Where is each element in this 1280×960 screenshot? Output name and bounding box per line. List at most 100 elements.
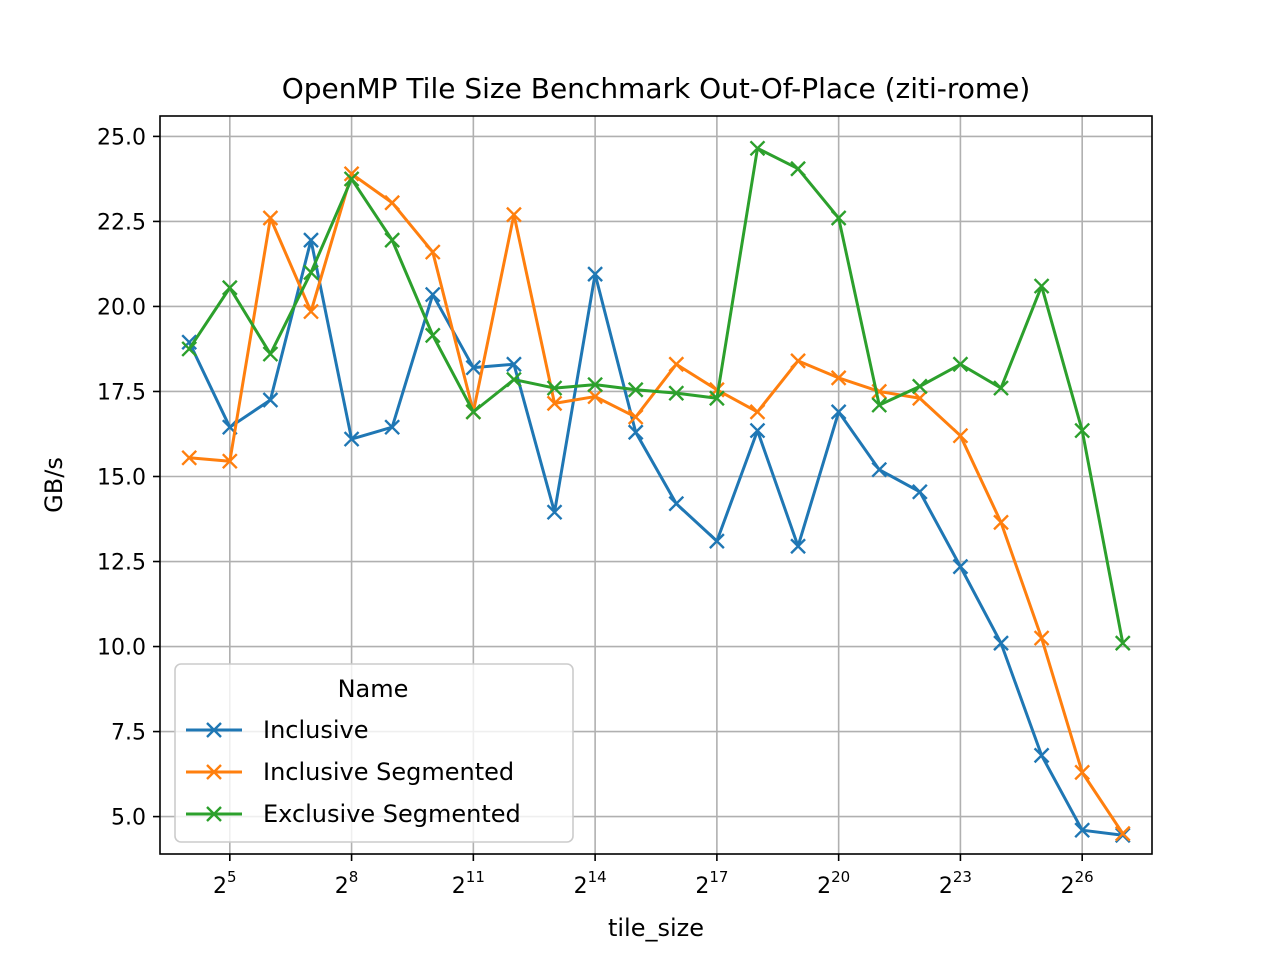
data-point-marker xyxy=(384,194,401,211)
data-point-marker xyxy=(262,210,279,226)
data-point-marker xyxy=(830,210,847,226)
series-inclusive xyxy=(181,232,1131,844)
legend-title: Name xyxy=(338,675,409,703)
x-tick-label: 217 xyxy=(695,868,728,899)
data-point-marker xyxy=(303,232,319,248)
data-point-marker xyxy=(952,427,969,444)
data-point-marker xyxy=(546,504,563,521)
data-point-marker xyxy=(1074,822,1091,839)
data-point-marker xyxy=(749,422,766,439)
data-point-marker xyxy=(181,449,198,466)
data-point-marker xyxy=(627,409,644,425)
data-point-marker xyxy=(952,558,969,575)
data-point-marker xyxy=(262,392,279,408)
plot-frame xyxy=(159,115,1153,855)
data-point-marker xyxy=(871,461,888,478)
data-point-marker xyxy=(830,404,847,420)
data-point-marker xyxy=(709,533,725,549)
data-point-marker xyxy=(181,334,198,351)
data-point-marker xyxy=(424,286,441,303)
data-point-marker xyxy=(993,514,1009,531)
data-point-marker xyxy=(1114,635,1131,651)
data-point-marker xyxy=(221,279,238,296)
y-tick-label: 17.5 xyxy=(97,380,146,405)
data-point-marker xyxy=(343,171,360,187)
x-tick-base: 2 xyxy=(695,874,709,899)
x-tick-label: 220 xyxy=(817,868,850,899)
data-point-marker xyxy=(465,359,482,376)
data-point-marker xyxy=(749,140,766,157)
data-point-marker xyxy=(343,165,360,182)
data-point-marker xyxy=(790,160,806,177)
series-line-inclusive xyxy=(187,238,1123,837)
x-tick-base: 2 xyxy=(939,874,953,899)
legend: Name Inclusive Inclusive Segmented Exclusi… xyxy=(174,663,574,843)
data-point-marker xyxy=(709,390,725,407)
data-point-marker xyxy=(424,244,441,260)
y-axis-label: GB/s xyxy=(40,457,68,513)
data-point-marker xyxy=(993,635,1009,651)
data-point-marker xyxy=(749,404,766,420)
chart-title: OpenMP Tile Size Benchmark Out-Of-Place … xyxy=(282,72,1031,105)
data-point-marker xyxy=(1074,422,1091,439)
data-point-marker xyxy=(668,385,685,402)
legend-swatch-marker xyxy=(206,806,222,822)
x-tick-base: 2 xyxy=(213,874,227,899)
series-line-exclusive-segmented xyxy=(187,146,1125,644)
data-point-marker xyxy=(790,538,806,555)
legend-box xyxy=(174,663,574,843)
data-point-marker xyxy=(506,371,522,388)
x-tick-base: 2 xyxy=(1061,874,1075,899)
data-point-marker xyxy=(911,390,928,407)
data-point-marker xyxy=(627,381,644,398)
data-point-marker xyxy=(1114,825,1131,842)
y-tick-label: 25.0 xyxy=(97,125,146,150)
x-tick-exponent: 8 xyxy=(349,868,359,886)
data-point-marker xyxy=(911,483,928,500)
x-tick-label: 211 xyxy=(452,868,485,899)
data-point-marker xyxy=(546,395,563,412)
x-axis-label: tile_size xyxy=(608,914,704,942)
data-point-marker xyxy=(911,378,928,395)
data-point-marker xyxy=(993,380,1009,396)
data-point-marker xyxy=(790,353,806,369)
data-point-marker xyxy=(668,495,685,512)
y-tick-label: 20.0 xyxy=(97,295,146,320)
data-point-marker xyxy=(384,419,401,436)
x-tick-label: 214 xyxy=(574,868,607,899)
data-point-marker xyxy=(546,380,563,396)
x-tick-exponent: 20 xyxy=(831,868,850,886)
legend-swatch-marker xyxy=(206,764,222,780)
x-tick-label: 25 xyxy=(213,868,237,899)
data-point-marker xyxy=(587,266,603,282)
y-tick-label: 12.5 xyxy=(97,551,146,576)
data-point-marker xyxy=(1033,747,1050,764)
data-point-marker xyxy=(1033,278,1050,294)
y-tick-label: 10.0 xyxy=(97,636,146,661)
legend-entries: Inclusive Inclusive Segmented Exclusive Se… xyxy=(186,716,521,828)
legend-label: Inclusive Segmented xyxy=(263,758,514,786)
y-tick-label: 22.5 xyxy=(97,210,146,235)
series-layer xyxy=(181,140,1131,844)
data-point-marker xyxy=(303,264,319,281)
legend-label: Inclusive xyxy=(263,716,369,744)
data-point-marker xyxy=(262,346,279,362)
x-axis-ticks: 25 28 211 214 217 220 223 226 xyxy=(213,854,1094,899)
data-point-marker xyxy=(506,356,522,373)
data-point-marker xyxy=(1074,764,1091,781)
data-point-marker xyxy=(627,424,644,441)
data-point-marker xyxy=(952,356,969,373)
data-point-marker xyxy=(871,397,888,413)
data-point-marker xyxy=(668,356,685,373)
data-point-marker xyxy=(506,206,522,223)
x-tick-base: 2 xyxy=(574,874,588,899)
x-tick-label: 226 xyxy=(1061,868,1094,899)
series-exclusive-segmented xyxy=(181,140,1131,651)
y-tick-label: 5.0 xyxy=(111,806,146,831)
data-point-marker xyxy=(830,370,847,386)
data-point-marker xyxy=(343,431,360,447)
x-tick-exponent: 23 xyxy=(953,868,972,886)
data-point-marker xyxy=(587,376,603,393)
x-tick-label: 28 xyxy=(335,868,359,899)
